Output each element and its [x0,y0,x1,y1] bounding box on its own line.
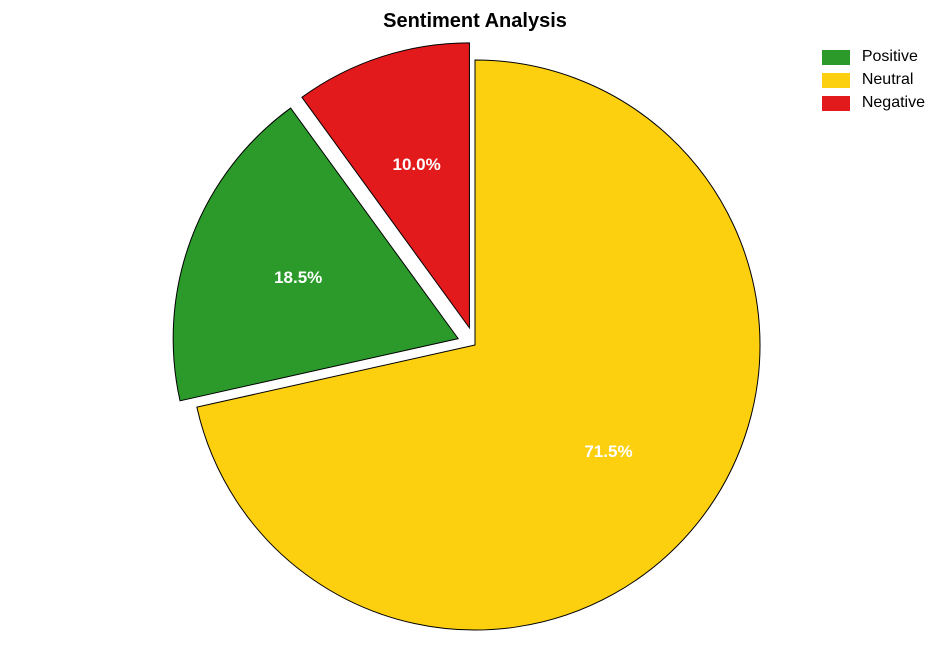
slice-label-negative: 10.0% [392,155,440,175]
legend-item-positive: Positive [822,48,925,66]
pie-chart-container: Sentiment Analysis 10.0%18.5%71.5% Posit… [0,0,950,662]
slice-label-neutral: 71.5% [584,442,632,462]
chart-legend: Positive Neutral Negative [822,48,925,112]
legend-swatch-neutral [822,73,850,88]
legend-swatch-positive [822,50,850,65]
legend-item-negative: Negative [822,94,925,112]
legend-label-neutral: Neutral [862,71,914,89]
legend-swatch-negative [822,96,850,111]
legend-label-positive: Positive [862,48,918,66]
legend-item-neutral: Neutral [822,71,925,89]
slice-label-positive: 18.5% [274,268,322,288]
legend-label-negative: Negative [862,94,925,112]
pie-chart-svg [0,0,950,662]
